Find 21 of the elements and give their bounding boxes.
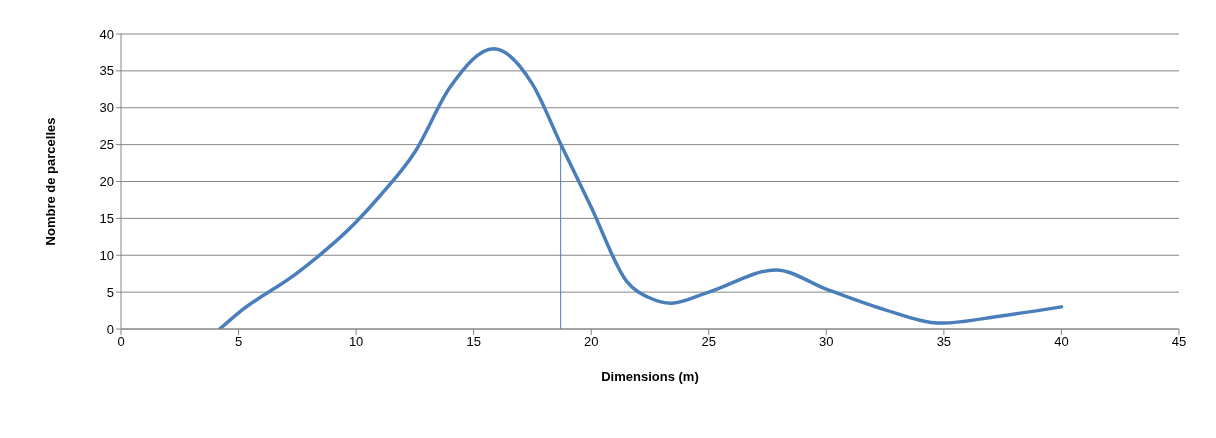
y-tick-label: 10 — [99, 247, 114, 263]
y-tick-label: 35 — [99, 63, 114, 79]
x-tick-label: 0 — [117, 334, 125, 350]
x-tick-label: 20 — [583, 334, 599, 350]
x-axis-title: Dimensions (m) — [601, 369, 699, 384]
y-tick-label: 40 — [99, 26, 114, 42]
y-tick-label: 25 — [99, 137, 114, 153]
y-tick-label: 15 — [99, 210, 114, 226]
x-tick-label: 10 — [348, 334, 364, 350]
y-tick-label: 20 — [99, 174, 114, 190]
y-tick-label: 0 — [106, 321, 114, 337]
x-tick-label: 25 — [701, 334, 717, 350]
x-tick-label: 15 — [466, 334, 481, 350]
x-tick-label: 30 — [819, 334, 834, 350]
y-axis-title: Nombre de parcelles — [42, 117, 58, 246]
x-tick-label: 5 — [234, 334, 243, 350]
x-tick-label: 45 — [1171, 334, 1187, 350]
y-tick-label: 30 — [99, 100, 114, 116]
x-tick-label: 40 — [1054, 334, 1069, 350]
y-tick-label: 5 — [106, 284, 114, 300]
x-tick-label: 35 — [936, 334, 952, 350]
